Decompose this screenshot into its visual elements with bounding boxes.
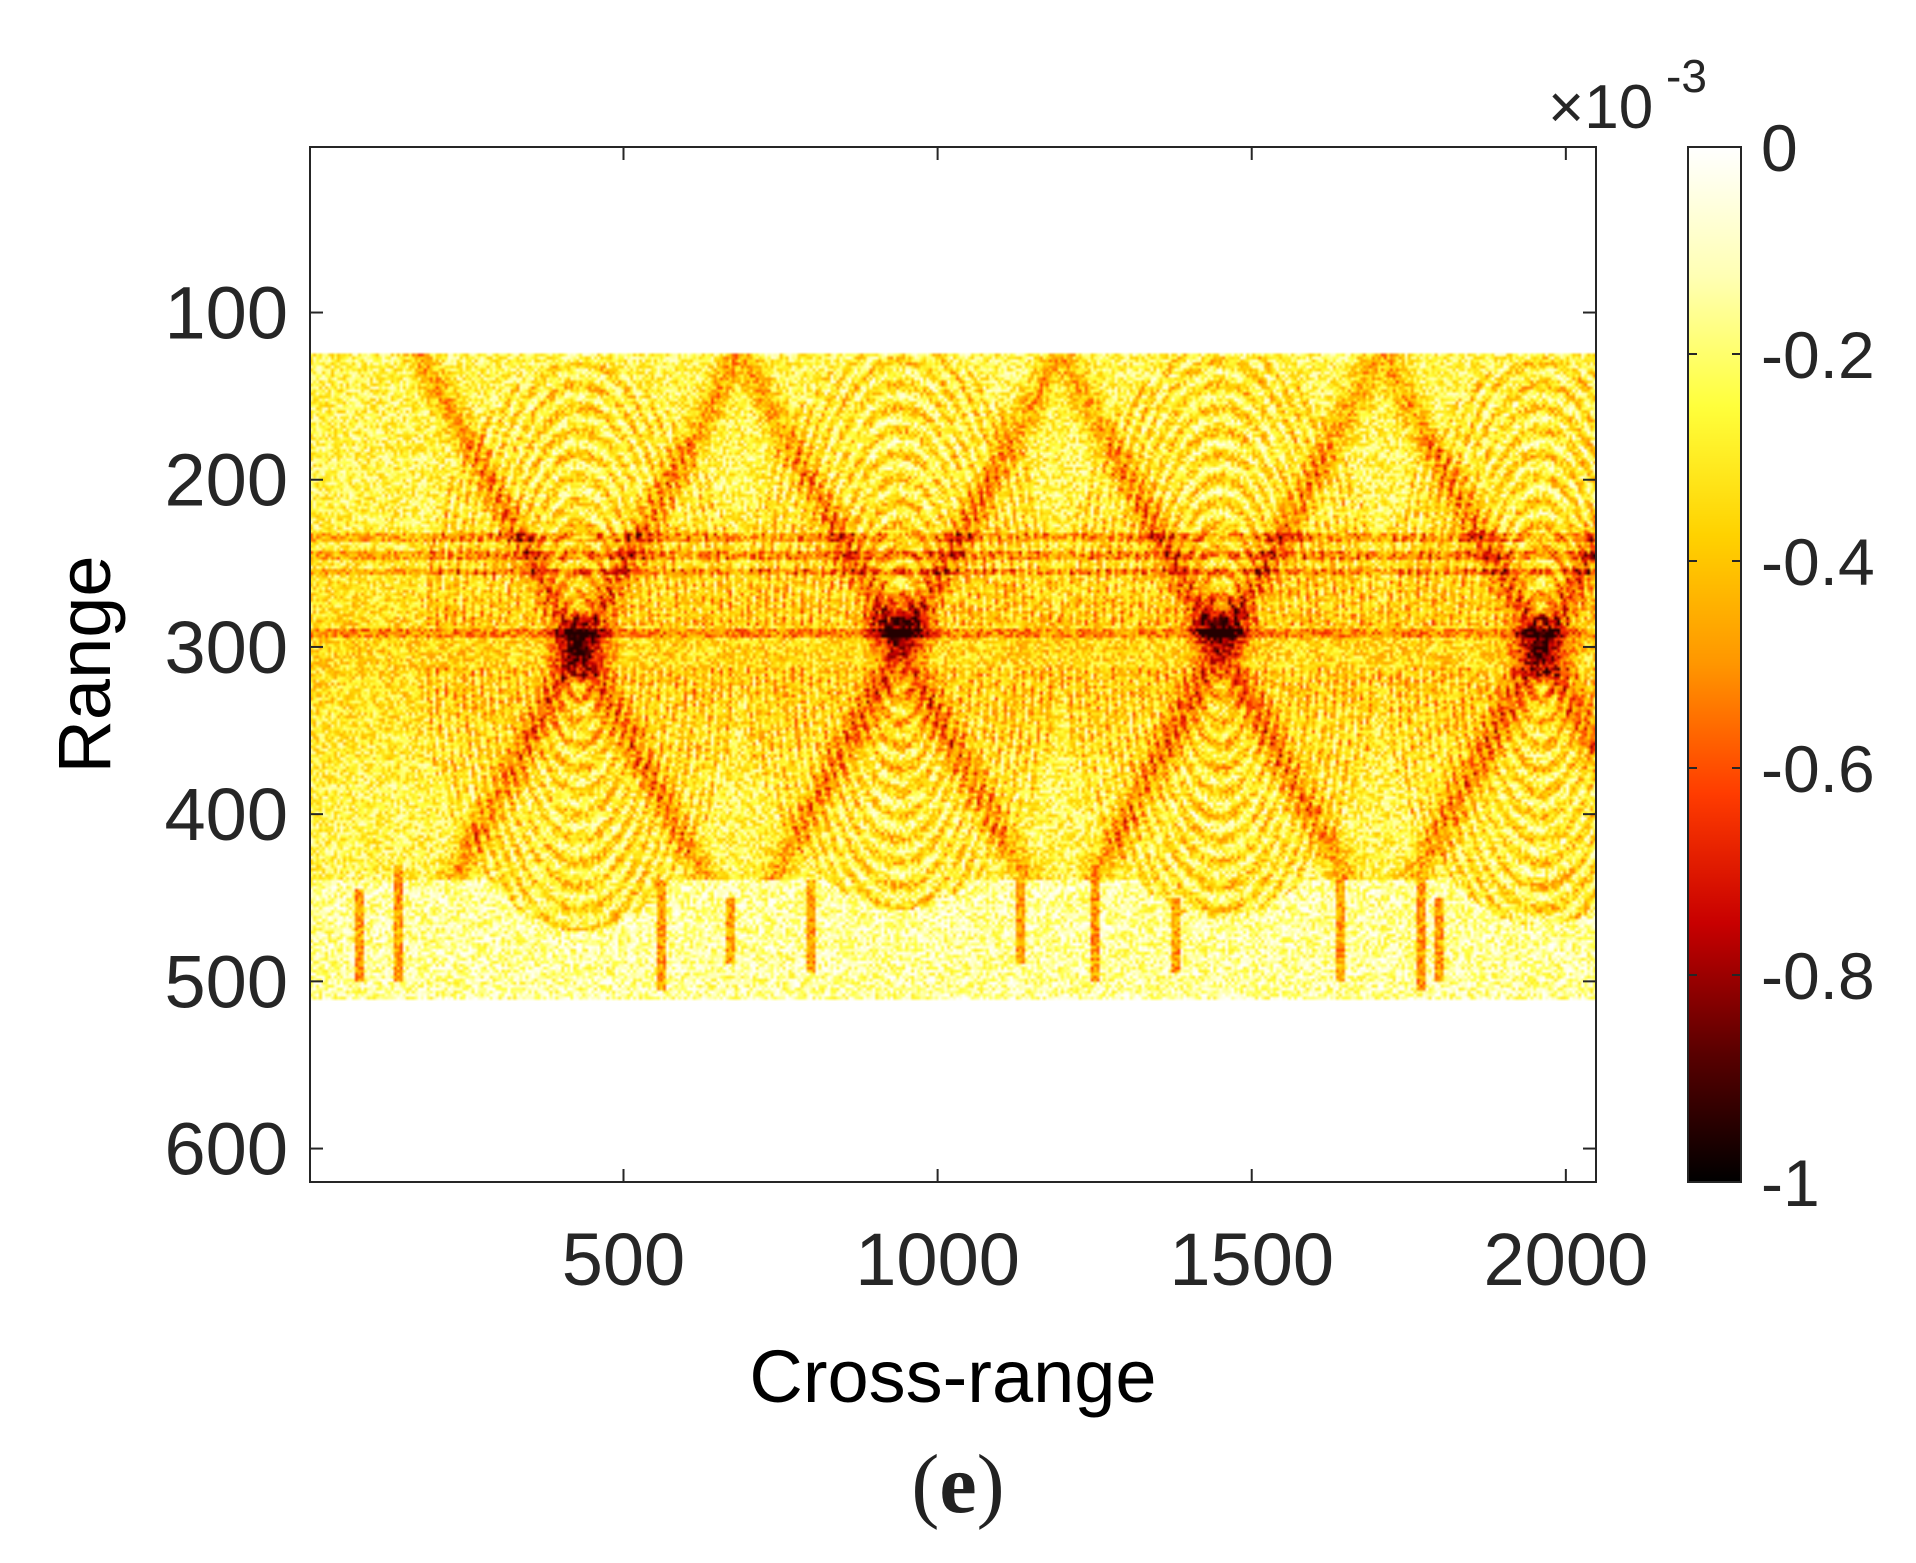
colorbar-exponent: ×10 -3: [1548, 50, 1707, 142]
y-tick-label: 400: [165, 773, 288, 856]
x-tick-label: 2000: [1484, 1218, 1649, 1301]
y-tick-label: 300: [165, 606, 288, 689]
panel-label-open: (: [911, 1438, 940, 1531]
heatmap-image: [310, 147, 1596, 1182]
colorbar-tick-label: -0.4: [1761, 525, 1875, 599]
colorbar: [1687, 146, 1742, 1183]
panel-label-close: ): [976, 1438, 1005, 1531]
y-tick-label: 500: [165, 940, 288, 1023]
y-tick-label: 600: [165, 1108, 288, 1191]
colorbar-exponent-power: -3: [1666, 50, 1707, 102]
colorbar-tick-label: -0.2: [1761, 318, 1875, 392]
x-tick-label: 1000: [855, 1218, 1020, 1301]
y-tick-label: 200: [165, 439, 288, 522]
x-tick-label: 500: [562, 1218, 685, 1301]
y-tick-label: 100: [165, 272, 288, 355]
colorbar-ticks: 0 -0.2 -0.4 -0.6 -0.8 -1: [1688, 111, 1875, 1220]
y-axis-ticks: 100 200 300 400 500 600: [165, 272, 1596, 1191]
x-axis-label: Cross-range: [749, 1335, 1156, 1418]
colorbar-tick-label: 0: [1761, 111, 1798, 185]
heatmap-raster: [310, 147, 1596, 1182]
panel-label: (e): [0, 1436, 1916, 1533]
panel-label-letter: e: [939, 1438, 977, 1531]
colorbar-tick-label: -0.6: [1761, 732, 1875, 806]
x-tick-label: 1500: [1169, 1218, 1334, 1301]
x-axis-ticks: 500 1000 1500 2000: [562, 147, 1648, 1301]
plot-frame: [309, 146, 1597, 1183]
colorbar-tick-label: -0.8: [1761, 939, 1875, 1013]
colorbar-tick-label: -1: [1761, 1146, 1820, 1220]
colorbar-exponent-base: ×10: [1548, 73, 1653, 142]
y-axis-label: Range: [43, 555, 126, 773]
